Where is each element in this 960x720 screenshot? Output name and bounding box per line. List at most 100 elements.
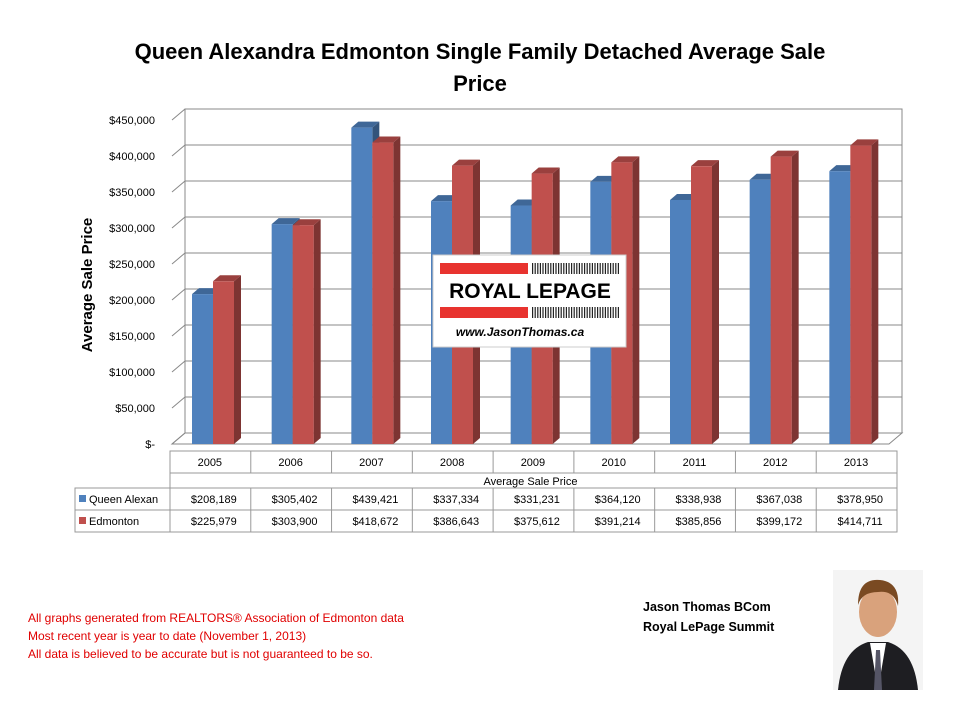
legend-label: Edmonton bbox=[89, 516, 139, 528]
bar-top bbox=[770, 150, 799, 157]
barcode-line bbox=[573, 307, 575, 318]
bar bbox=[691, 160, 719, 444]
y-axis-label: Average Sale Price bbox=[79, 218, 96, 353]
bar bbox=[770, 150, 799, 444]
barcode-line bbox=[539, 263, 541, 274]
value-label: $439,421 bbox=[352, 494, 398, 506]
grid-line bbox=[171, 144, 902, 157]
barcode-line bbox=[532, 307, 534, 318]
barcode-line bbox=[612, 307, 614, 318]
bar-front bbox=[770, 156, 792, 444]
barcode-line bbox=[610, 307, 612, 318]
barcode-line bbox=[532, 263, 534, 274]
barcode-line bbox=[599, 263, 601, 274]
barcode-line bbox=[589, 263, 591, 274]
bar bbox=[213, 275, 241, 444]
bar-top bbox=[213, 275, 241, 282]
grid-line bbox=[171, 432, 902, 445]
bar-top bbox=[691, 160, 719, 167]
value-label: $385,856 bbox=[676, 516, 722, 528]
barcode-line bbox=[568, 307, 570, 318]
table-row bbox=[74, 509, 898, 533]
barcode-line bbox=[550, 307, 552, 318]
barcode-line bbox=[612, 263, 614, 274]
grid-line bbox=[171, 252, 902, 265]
barcode-line bbox=[594, 263, 596, 274]
bar-side bbox=[871, 139, 879, 444]
bar-top bbox=[611, 156, 640, 163]
barcode-line bbox=[604, 307, 606, 318]
barcode-line bbox=[568, 263, 570, 274]
barcode-line bbox=[547, 307, 549, 318]
barcode-line bbox=[571, 263, 573, 274]
value-label: $305,402 bbox=[272, 494, 318, 506]
author-photo bbox=[833, 570, 923, 690]
barcode-line bbox=[617, 263, 619, 274]
author-company: Royal LePage Summit bbox=[643, 620, 775, 634]
barcode-line bbox=[578, 307, 580, 318]
barcode-line bbox=[602, 307, 604, 318]
bar-front bbox=[691, 166, 712, 444]
barcode-line bbox=[565, 263, 567, 274]
x-tick-label: 2006 bbox=[278, 457, 302, 469]
bar-side bbox=[712, 160, 719, 444]
barcode-line bbox=[610, 263, 612, 274]
barcode-line bbox=[591, 263, 593, 274]
barcode-line bbox=[558, 307, 560, 318]
barcode-line bbox=[607, 263, 609, 274]
grid-line bbox=[171, 216, 902, 229]
y-tick-label: $300,000 bbox=[109, 223, 155, 235]
barcode-line bbox=[602, 263, 604, 274]
photo-tie bbox=[874, 650, 882, 690]
barcode-line bbox=[537, 263, 539, 274]
x-axis-label: Average Sale Price bbox=[484, 476, 578, 488]
legend-swatch bbox=[79, 517, 86, 524]
value-label: $378,950 bbox=[837, 494, 883, 506]
value-label: $303,900 bbox=[272, 516, 318, 528]
value-label: $208,189 bbox=[191, 494, 237, 506]
barcode-line bbox=[581, 263, 583, 274]
footer-note: All data is believed to be accurate but … bbox=[28, 647, 373, 661]
barcode-line bbox=[563, 263, 565, 274]
bar-front bbox=[749, 179, 771, 444]
value-label: $414,711 bbox=[838, 516, 883, 528]
footer-note: All graphs generated from REALTORS® Asso… bbox=[28, 611, 404, 625]
value-label: $331,231 bbox=[514, 494, 560, 506]
bar-side bbox=[234, 275, 241, 444]
y-tick-label: $- bbox=[145, 439, 155, 451]
barcode-line bbox=[599, 307, 601, 318]
barcode-line bbox=[604, 263, 606, 274]
x-tick-label: 2008 bbox=[440, 457, 464, 469]
barcode-line bbox=[555, 263, 557, 274]
barcode-line bbox=[558, 263, 560, 274]
chart-title: Queen Alexandra Edmonton Single Family D… bbox=[134, 39, 826, 96]
bar-top bbox=[351, 121, 380, 128]
barcode-line bbox=[547, 263, 549, 274]
barcode-line bbox=[571, 307, 573, 318]
grid-line bbox=[171, 324, 902, 337]
barcode-line bbox=[534, 263, 536, 274]
barcode-line bbox=[545, 307, 547, 318]
barcode-line bbox=[542, 263, 544, 274]
barcode-line bbox=[542, 307, 544, 318]
bar-top bbox=[452, 159, 480, 166]
barcode-line bbox=[534, 307, 536, 318]
bar-front bbox=[271, 224, 293, 444]
bar-front bbox=[850, 145, 872, 444]
barcode-line bbox=[597, 307, 599, 318]
bar bbox=[292, 219, 321, 444]
value-label: $418,672 bbox=[352, 516, 398, 528]
barcode-line bbox=[545, 263, 547, 274]
bar-front bbox=[192, 294, 213, 444]
y-tick-label: $150,000 bbox=[109, 331, 155, 343]
barcode-line bbox=[617, 307, 619, 318]
barcode-line bbox=[586, 263, 588, 274]
y-tick-label: $350,000 bbox=[109, 187, 155, 199]
barcode-line bbox=[563, 307, 565, 318]
value-label: $338,938 bbox=[676, 494, 722, 506]
barcode-line bbox=[581, 307, 583, 318]
footer-note: Most recent year is year to date (Novemb… bbox=[28, 629, 306, 643]
barcode-line bbox=[550, 263, 552, 274]
